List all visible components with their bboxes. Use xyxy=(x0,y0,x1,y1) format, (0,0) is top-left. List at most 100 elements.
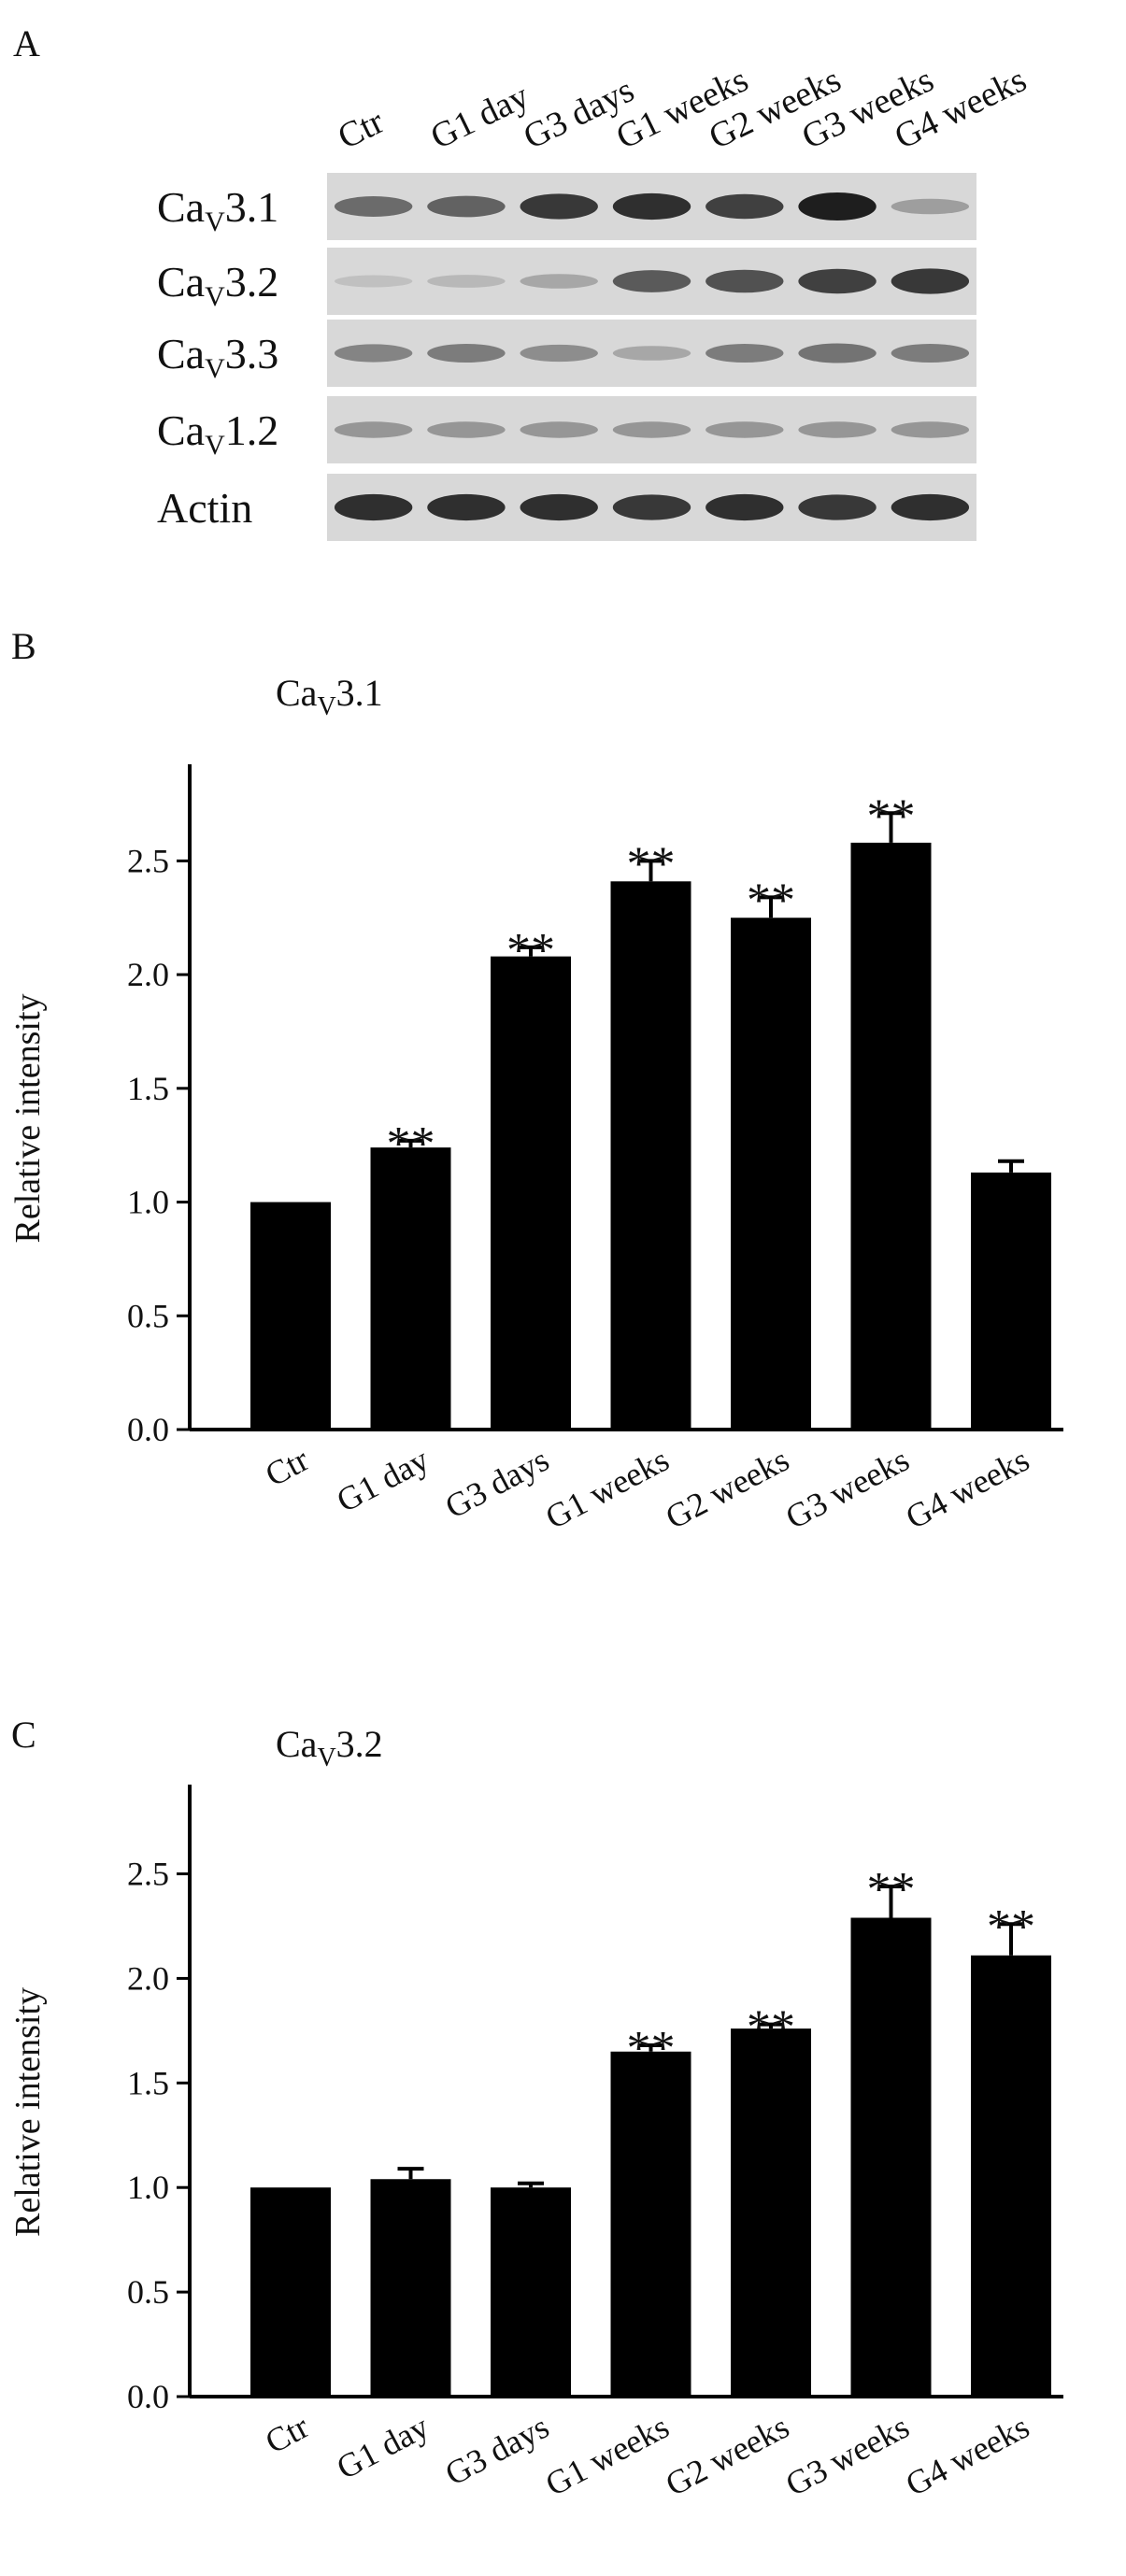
bar-g2-weeks xyxy=(731,918,811,1430)
y-tick-label: 1.0 xyxy=(127,2169,169,2206)
blot-band xyxy=(520,274,598,289)
blot-band xyxy=(334,344,413,363)
x-tick-label-g2-weeks: G2 weeks xyxy=(660,1441,795,1536)
y-tick-label: 1.0 xyxy=(127,1184,169,1221)
blot-band xyxy=(612,494,691,520)
y-tick-label: 0.0 xyxy=(127,1411,169,1448)
blot-band xyxy=(612,346,691,361)
x-tick-label-g3-weeks: G3 weeks xyxy=(779,1441,915,1536)
significance-marker: ** xyxy=(627,2022,676,2075)
significance-marker: ** xyxy=(506,924,555,977)
bar-g3-weeks xyxy=(850,842,932,1430)
significance-marker: ** xyxy=(867,1863,916,1916)
blot-band xyxy=(334,275,413,288)
blot-row-ca1-2: CaV1.2 xyxy=(157,396,976,463)
blot-band xyxy=(427,195,506,218)
chart-title: CaV3.2 xyxy=(276,1723,383,1772)
blot-row-label: Actin xyxy=(157,484,252,532)
y-tick-label: 2.0 xyxy=(127,956,169,993)
bar-g1-weeks xyxy=(610,881,691,1430)
x-tick-label-g1-weeks: G1 weeks xyxy=(539,1441,675,1536)
blot-row-label: CaV3.2 xyxy=(157,258,278,312)
blot-row-ca3-2: CaV3.2 xyxy=(157,248,976,315)
blot-row-label: CaV3.1 xyxy=(157,183,278,237)
significance-marker: ** xyxy=(387,1117,435,1171)
blot-band xyxy=(706,193,784,220)
y-tick-label: 1.5 xyxy=(127,1070,169,1107)
blot-band xyxy=(798,343,877,363)
bar-g4-weeks xyxy=(971,1955,1051,2397)
blot-row-label: CaV1.2 xyxy=(157,406,278,461)
bar-g4-weeks xyxy=(971,1172,1051,1430)
blot-band xyxy=(427,493,506,521)
blot-band xyxy=(520,421,598,438)
significance-marker: ** xyxy=(867,790,916,843)
blot-band xyxy=(612,192,691,221)
significance-marker: ** xyxy=(747,874,795,927)
bar-g1-day xyxy=(370,2179,451,2397)
blot-band xyxy=(891,343,970,363)
y-tick-label: 0.0 xyxy=(127,2378,169,2415)
blot-band xyxy=(334,493,413,521)
bar-ctr xyxy=(250,1202,331,1430)
blot-band xyxy=(891,268,970,294)
significance-marker: ** xyxy=(627,837,676,890)
bar-g1-day xyxy=(370,1147,451,1430)
significance-marker: ** xyxy=(987,1900,1035,1954)
bar-g3-days xyxy=(491,2187,571,2397)
y-tick-label: 2.5 xyxy=(127,842,169,879)
blot-band xyxy=(427,275,506,288)
blot-band xyxy=(520,493,598,521)
bar-g2-weeks xyxy=(731,2028,811,2397)
bar-g3-weeks xyxy=(850,1917,932,2397)
y-tick-label: 0.5 xyxy=(127,2273,169,2311)
blot-band xyxy=(612,270,691,292)
x-tick-label-g3-days: G3 days xyxy=(439,1441,555,1526)
blot-band xyxy=(612,421,691,438)
y-tick-label: 2.0 xyxy=(127,1959,169,1997)
blot-band xyxy=(798,494,877,520)
blot-band xyxy=(706,269,784,293)
chart-cav31: B CaV3.1 0.0 0.5 1.0 1.5 2.0 2.5 Relative intens… xyxy=(8,625,1063,1536)
blot-band xyxy=(520,193,598,220)
blot-band xyxy=(334,196,413,217)
x-tick-label-g1-day: G1 day xyxy=(331,2408,435,2487)
blot-band xyxy=(798,268,877,294)
bar-g3-days xyxy=(491,956,571,1430)
blot-band xyxy=(706,493,784,521)
chart-title: CaV3.1 xyxy=(276,672,383,721)
blot-band xyxy=(520,344,598,363)
x-tick-label-g3-days: G3 days xyxy=(439,2408,555,2493)
blot-rows: CaV3.1 CaV3.2 CaV3.3 CaV1.2 Actin xyxy=(157,173,976,541)
blot-band xyxy=(891,493,970,521)
x-tick-label-g1-day: G1 day xyxy=(331,1441,435,1520)
x-tick-label-g3-weeks: G3 weeks xyxy=(779,2408,915,2503)
y-axis-label: Relative intensity xyxy=(8,1987,48,2237)
blot-band xyxy=(891,198,970,215)
x-tick-label-ctr: Ctr xyxy=(259,1441,314,1494)
bar-g1-weeks xyxy=(610,2051,691,2397)
lane-label-ctr: Ctr xyxy=(332,102,390,157)
blot-row-ca3-1: CaV3.1 xyxy=(157,173,976,240)
blot-band xyxy=(706,343,784,363)
blot-band xyxy=(427,343,506,363)
y-axis-label: Relative intensity xyxy=(8,993,48,1243)
blot-band xyxy=(798,421,877,438)
x-tick-label-g1-weeks: G1 weeks xyxy=(539,2408,675,2503)
blot-band xyxy=(334,421,413,438)
panel-letter: C xyxy=(11,1714,36,1756)
x-tick-label-ctr: Ctr xyxy=(259,2408,314,2461)
x-tick-label-g4-weeks: G4 weeks xyxy=(900,1441,1035,1536)
blot-row-ca3-3: CaV3.3 xyxy=(157,320,976,387)
y-tick-label: 0.5 xyxy=(127,1297,169,1334)
blot-band xyxy=(427,421,506,438)
lane-label-g1-day: G1 day xyxy=(424,77,534,157)
y-tick-label: 1.5 xyxy=(127,2064,169,2101)
y-tick-label: 2.5 xyxy=(127,1856,169,1893)
blot-band xyxy=(891,421,970,438)
blot-band xyxy=(798,192,877,221)
x-tick-label-g2-weeks: G2 weeks xyxy=(660,2408,795,2503)
